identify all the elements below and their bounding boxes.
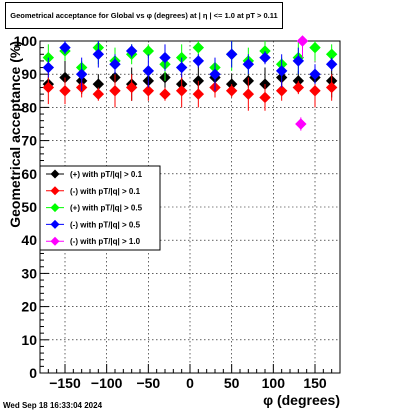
data-point — [225, 48, 238, 60]
data-point — [259, 91, 271, 104]
series-layer — [42, 35, 338, 131]
data-point — [159, 88, 171, 100]
legend-marker — [50, 203, 60, 213]
data-point — [225, 85, 238, 97]
y-tick-label: 20 — [21, 299, 37, 315]
data-point — [42, 61, 55, 74]
x-tick-label: −150 — [49, 375, 81, 391]
legend-label: (-) with pT/|q| > 0.5 — [70, 220, 141, 229]
data-point — [159, 51, 171, 64]
legend-label: (-) with pT/|q| > 0.1 — [70, 187, 141, 196]
y-axis-title: Geometrical acceptance (%) — [7, 41, 23, 228]
x-tick-label: 0 — [186, 375, 194, 391]
data-point — [292, 81, 305, 94]
data-point — [275, 85, 288, 97]
data-point — [325, 58, 338, 70]
x-tick-label: 50 — [224, 375, 240, 391]
data-point — [309, 85, 321, 97]
legend-marker — [50, 186, 60, 196]
footer-date: Wed Sep 18 16:33:04 2024 — [3, 401, 103, 410]
x-tick-label: −100 — [91, 375, 123, 391]
data-point — [275, 65, 288, 77]
data-point — [309, 41, 321, 54]
legend-label: (+) with pT/|q| > 0.5 — [70, 204, 143, 213]
data-point — [59, 41, 71, 54]
data-point — [175, 85, 188, 97]
y-tick-label: 70 — [21, 133, 37, 149]
legend-marker — [50, 169, 60, 179]
axes: −150 −100 −50 0 50 100 150 0 10 20 30 40 50 60 70 80 90 1… — [14, 33, 341, 391]
data-point — [125, 81, 138, 94]
data-point — [295, 118, 307, 130]
y-tick-label: 60 — [21, 166, 37, 182]
series-4 — [42, 41, 338, 91]
data-point — [296, 35, 309, 47]
data-point — [142, 85, 155, 97]
y-tick-label: 90 — [21, 66, 37, 82]
data-point — [75, 68, 88, 80]
x-tick-label: 150 — [303, 375, 327, 391]
data-point — [42, 81, 55, 94]
series-2 — [42, 70, 338, 111]
data-point — [209, 68, 221, 80]
data-point — [92, 88, 105, 100]
x-axis-title: φ (degrees) — [263, 392, 340, 408]
y-tick-label: 40 — [21, 232, 37, 248]
legend-label: (-) with pT/|q| > 1.0 — [70, 237, 141, 246]
data-point — [309, 68, 321, 80]
data-point — [175, 61, 188, 74]
data-point — [125, 45, 138, 57]
data-point — [109, 85, 121, 97]
y-tick-label: 100 — [14, 33, 38, 49]
chart-title-box: Geometrical acceptance for Global vs φ (… — [5, 2, 283, 29]
y-tick-label: 10 — [21, 332, 37, 348]
x-tick-label: 100 — [262, 375, 286, 391]
data-point — [192, 41, 205, 54]
y-tick-label: 0 — [29, 365, 37, 381]
y-tick-label: 80 — [21, 99, 37, 115]
data-point — [109, 58, 121, 70]
data-point — [142, 65, 155, 77]
chart-title: Geometrical acceptance for Global vs φ (… — [10, 11, 278, 20]
series-1 — [42, 60, 338, 101]
legend-label: (+) with pT/|q| > 0.1 — [70, 170, 143, 179]
data-point — [192, 55, 205, 67]
legend-marker — [50, 236, 60, 246]
legend-marker — [50, 219, 60, 229]
data-point — [259, 51, 271, 64]
data-point — [325, 81, 338, 94]
data-point — [92, 48, 105, 60]
series-5 — [295, 35, 309, 131]
data-point — [242, 58, 255, 70]
y-tick-label: 50 — [21, 199, 37, 215]
data-point — [192, 88, 205, 100]
y-tick-label: 30 — [21, 265, 37, 281]
data-point — [292, 55, 305, 67]
grid — [40, 41, 340, 373]
x-tick-label: −50 — [136, 375, 160, 391]
legend: (+) with pT/|q| > 0.1 (-) with pT/|q| > 0… — [39, 165, 161, 251]
data-point — [242, 88, 255, 100]
data-point — [59, 85, 71, 97]
